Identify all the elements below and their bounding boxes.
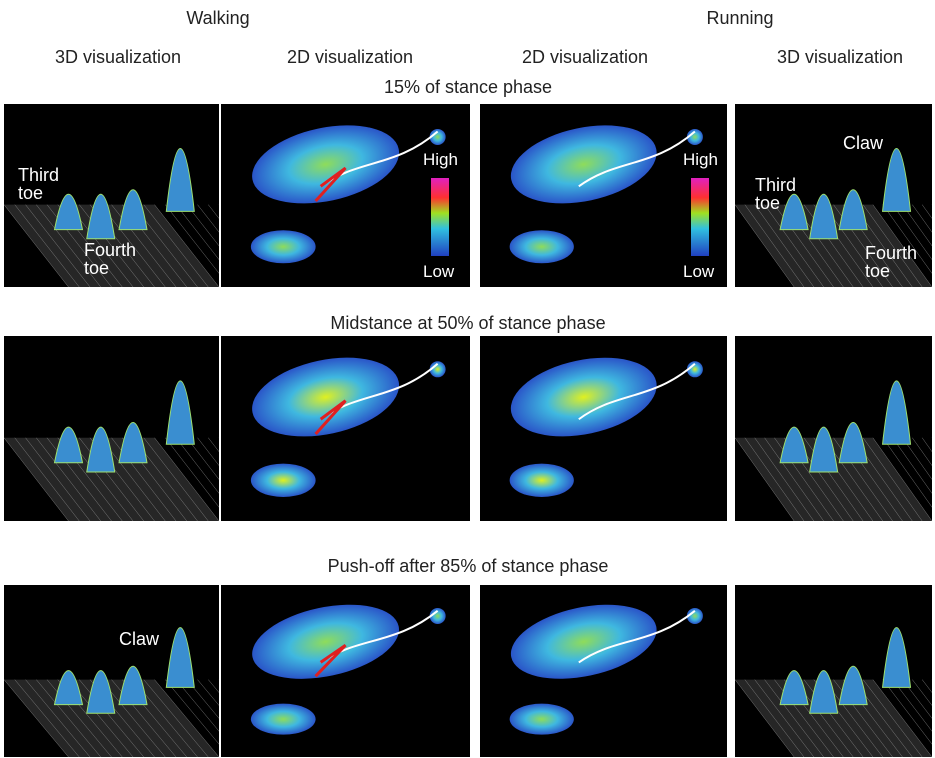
pressure-peak — [810, 427, 838, 472]
pressure-peak — [119, 190, 147, 230]
panel-graphic — [480, 336, 727, 521]
panel-graphic — [480, 104, 727, 287]
pressure-blob — [245, 113, 406, 216]
legend-label: Low — [423, 262, 454, 282]
pressure-blob — [251, 230, 316, 263]
pressure-blob — [251, 464, 316, 497]
grid-floor-line — [208, 205, 219, 287]
toe-label: Fourth toe — [84, 241, 144, 277]
pressure-peak — [810, 671, 838, 714]
pressure-blob — [504, 593, 663, 691]
pressure-peak — [166, 381, 194, 444]
row-title: 15% of stance phase — [384, 77, 552, 98]
panel: Third toe Fourth toe — [4, 104, 219, 287]
pressure-peak — [839, 190, 867, 230]
panel — [480, 585, 727, 757]
pressure-peak — [839, 423, 867, 463]
legend-label: High — [423, 150, 458, 170]
row-title: Push-off after 85% of stance phase — [328, 556, 609, 577]
pressure-peak — [883, 628, 911, 688]
pressure-peak — [87, 671, 115, 714]
panel-graphic — [221, 336, 470, 521]
pressure-blob — [245, 593, 405, 691]
column-title: 3D visualization — [777, 47, 903, 68]
column-title: 2D visualization — [522, 47, 648, 68]
pressure-blob — [504, 113, 664, 215]
grid-floor-line — [922, 438, 932, 521]
toe-label: Fourth toe — [865, 244, 925, 280]
grid-floor-line — [208, 680, 219, 757]
panel — [221, 336, 470, 521]
pressure-peak — [166, 149, 194, 212]
pressure-blob — [510, 704, 574, 735]
panel — [480, 336, 727, 521]
toe-label: Third toe — [18, 166, 78, 202]
toe-label: Claw — [843, 134, 903, 152]
panel-graphic — [4, 585, 219, 757]
grid-floor-line — [922, 680, 932, 757]
pressure-blob — [245, 345, 407, 448]
panel: High Low — [221, 104, 470, 287]
panel: Claw — [4, 585, 219, 757]
legend-label: High — [683, 150, 718, 170]
panel-graphic — [221, 585, 470, 757]
pressure-peak — [883, 381, 911, 444]
pressure-blob — [504, 345, 664, 448]
panel-graphic — [221, 104, 470, 287]
figure: Walking Running 3D visualization 2D visu… — [0, 0, 935, 758]
pressure-peak — [119, 423, 147, 463]
panel: High Low — [480, 104, 727, 287]
grid-floor-line — [208, 438, 219, 521]
toe-label: Third toe — [755, 176, 815, 212]
pressure-peak — [55, 427, 83, 463]
legend-label: Low — [683, 262, 714, 282]
toe-label: Claw — [119, 630, 179, 648]
group-title: Walking — [186, 8, 249, 29]
pressure-peak — [780, 427, 808, 463]
column-title: 3D visualization — [55, 47, 181, 68]
group-title: Running — [706, 8, 773, 29]
panel — [735, 336, 932, 521]
pressure-peak — [119, 666, 147, 704]
pressure-blob — [251, 704, 316, 735]
panel-graphic — [735, 585, 932, 757]
pressure-blob — [510, 464, 574, 497]
panel-graphic — [4, 336, 219, 521]
column-title: 2D visualization — [287, 47, 413, 68]
panel: Claw Third toe Fourth toe — [735, 104, 932, 287]
panel — [735, 585, 932, 757]
panel-graphic — [480, 585, 727, 757]
color-bar — [431, 178, 449, 256]
pressure-peak — [87, 427, 115, 472]
pressure-peak — [780, 671, 808, 705]
panel — [4, 336, 219, 521]
color-bar — [691, 178, 709, 256]
panel — [221, 585, 470, 757]
pressure-blob — [510, 230, 574, 263]
pressure-peak — [839, 666, 867, 704]
pressure-peak — [87, 194, 115, 239]
row-title: Midstance at 50% of stance phase — [330, 313, 605, 334]
grid-floor — [4, 438, 219, 521]
panel-graphic — [735, 336, 932, 521]
pressure-peak — [55, 671, 83, 705]
pressure-peak — [883, 149, 911, 212]
